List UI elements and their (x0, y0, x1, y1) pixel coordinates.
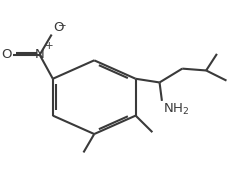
Text: N: N (35, 48, 44, 61)
Text: NH$_2$: NH$_2$ (162, 102, 189, 117)
Text: −: − (58, 21, 66, 31)
Text: O: O (2, 48, 12, 61)
Text: O: O (52, 21, 63, 34)
Text: +: + (45, 41, 53, 51)
